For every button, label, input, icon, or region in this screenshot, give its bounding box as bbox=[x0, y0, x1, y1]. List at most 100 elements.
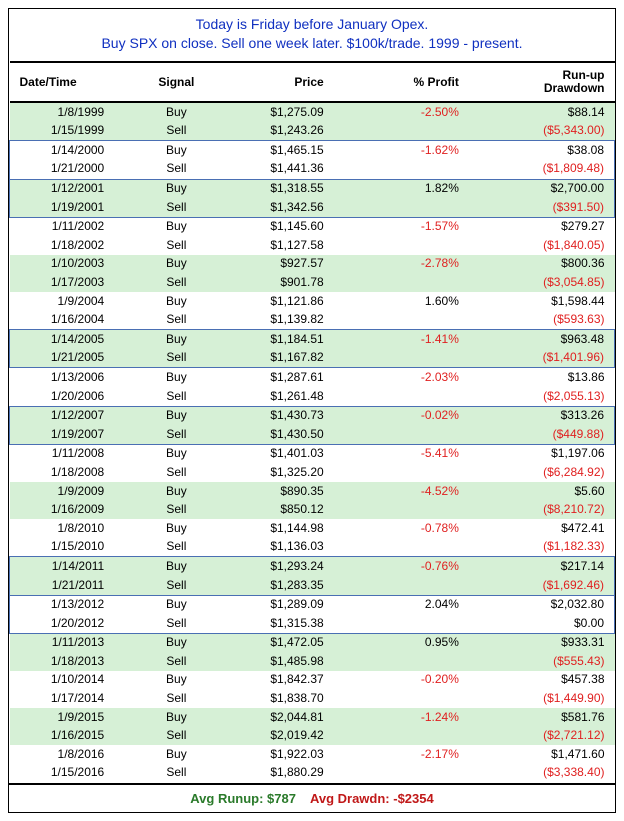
table-row: 1/11/2002Buy$1,145.60-1.57%$279.27 bbox=[10, 217, 615, 236]
cell-price: $850.12 bbox=[229, 501, 354, 520]
cell-run: $1,598.44 bbox=[479, 292, 615, 311]
cell-price: $1,401.03 bbox=[229, 444, 354, 463]
cell-profit: -0.02% bbox=[354, 406, 479, 425]
cell-date: 1/14/2011 bbox=[10, 557, 125, 576]
cell-price: $1,287.61 bbox=[229, 368, 354, 387]
table-row: 1/14/2011Buy$1,293.24-0.76%$217.14 bbox=[10, 557, 615, 576]
cell-price: $1,318.55 bbox=[229, 179, 354, 198]
cell-run: ($2,055.13) bbox=[479, 387, 615, 406]
cell-profit bbox=[354, 236, 479, 255]
cell-price: $1,243.26 bbox=[229, 122, 354, 141]
table-row: 1/19/2001Sell$1,342.56($391.50) bbox=[10, 198, 615, 217]
cell-run: ($5,343.00) bbox=[479, 122, 615, 141]
cell-price: $1,167.82 bbox=[229, 349, 354, 368]
cell-signal: Buy bbox=[124, 482, 228, 501]
cell-price: $1,121.86 bbox=[229, 292, 354, 311]
cell-run: $88.14 bbox=[479, 102, 615, 122]
table-row: 1/16/2004Sell$1,139.82($593.63) bbox=[10, 311, 615, 330]
table-row: 1/20/2012Sell$1,315.38$0.00 bbox=[10, 614, 615, 633]
cell-run: $2,700.00 bbox=[479, 179, 615, 198]
table-row: 1/9/2004Buy$1,121.861.60%$1,598.44 bbox=[10, 292, 615, 311]
header-profit: % Profit bbox=[354, 62, 479, 102]
cell-price: $1,880.29 bbox=[229, 764, 354, 783]
table-row: 1/8/1999Buy$1,275.09-2.50%$88.14 bbox=[10, 102, 615, 122]
cell-date: 1/8/2010 bbox=[10, 519, 125, 538]
cell-signal: Buy bbox=[124, 102, 228, 122]
cell-date: 1/19/2001 bbox=[10, 198, 125, 217]
cell-date: 1/18/2013 bbox=[10, 652, 125, 671]
cell-signal: Buy bbox=[124, 633, 228, 652]
cell-profit: 1.82% bbox=[354, 179, 479, 198]
cell-date: 1/15/2010 bbox=[10, 538, 125, 557]
cell-date: 1/17/2003 bbox=[10, 274, 125, 293]
table-row: 1/11/2008Buy$1,401.03-5.41%$1,197.06 bbox=[10, 444, 615, 463]
cell-run: ($391.50) bbox=[479, 198, 615, 217]
cell-run: ($1,809.48) bbox=[479, 160, 615, 179]
cell-profit bbox=[354, 463, 479, 482]
cell-run: $38.08 bbox=[479, 141, 615, 160]
table-body: 1/8/1999Buy$1,275.09-2.50%$88.141/15/199… bbox=[10, 102, 615, 782]
cell-price: $1,136.03 bbox=[229, 538, 354, 557]
cell-date: 1/21/2005 bbox=[10, 349, 125, 368]
cell-profit: -4.52% bbox=[354, 482, 479, 501]
cell-signal: Sell bbox=[124, 311, 228, 330]
cell-run: ($1,449.90) bbox=[479, 690, 615, 709]
cell-signal: Sell bbox=[124, 576, 228, 595]
cell-profit: -1.62% bbox=[354, 141, 479, 160]
avg-runup-value: $787 bbox=[267, 791, 296, 806]
cell-profit bbox=[354, 764, 479, 783]
cell-signal: Sell bbox=[124, 274, 228, 293]
table-row: 1/13/2012Buy$1,289.092.04%$2,032.80 bbox=[10, 595, 615, 614]
table-row: 1/20/2006Sell$1,261.48($2,055.13) bbox=[10, 387, 615, 406]
cell-run: $800.36 bbox=[479, 255, 615, 274]
cell-profit: -5.41% bbox=[354, 444, 479, 463]
cell-run: $933.31 bbox=[479, 633, 615, 652]
cell-run: ($8,210.72) bbox=[479, 501, 615, 520]
cell-profit bbox=[354, 614, 479, 633]
avg-drawdn-label: Avg Drawdn: bbox=[310, 791, 393, 806]
cell-signal: Buy bbox=[124, 745, 228, 764]
table-row: 1/14/2005Buy$1,184.51-1.41%$963.48 bbox=[10, 330, 615, 349]
header-signal: Signal bbox=[124, 62, 228, 102]
cell-run: ($1,401.96) bbox=[479, 349, 615, 368]
cell-signal: Buy bbox=[124, 179, 228, 198]
cell-signal: Buy bbox=[124, 368, 228, 387]
cell-profit bbox=[354, 349, 479, 368]
cell-run: $5.60 bbox=[479, 482, 615, 501]
title-line-1: Today is Friday before January Opex. bbox=[9, 15, 615, 34]
header-price: Price bbox=[229, 62, 354, 102]
cell-run: $313.26 bbox=[479, 406, 615, 425]
cell-run: $457.38 bbox=[479, 671, 615, 690]
cell-run: ($1,840.05) bbox=[479, 236, 615, 255]
cell-price: $1,315.38 bbox=[229, 614, 354, 633]
cell-signal: Sell bbox=[124, 349, 228, 368]
cell-profit bbox=[354, 501, 479, 520]
table-row: 1/17/2014Sell$1,838.70($1,449.90) bbox=[10, 690, 615, 709]
cell-date: 1/20/2006 bbox=[10, 387, 125, 406]
header-run: Run-upDrawdown bbox=[479, 62, 615, 102]
cell-run: $2,032.80 bbox=[479, 595, 615, 614]
report-title: Today is Friday before January Opex. Buy… bbox=[9, 9, 615, 61]
cell-price: $2,019.42 bbox=[229, 727, 354, 746]
cell-signal: Buy bbox=[124, 292, 228, 311]
cell-date: 1/11/2013 bbox=[10, 633, 125, 652]
cell-profit bbox=[354, 652, 479, 671]
cell-date: 1/15/1999 bbox=[10, 122, 125, 141]
cell-profit: -2.17% bbox=[354, 745, 479, 764]
table-row: 1/15/2010Sell$1,136.03($1,182.33) bbox=[10, 538, 615, 557]
cell-price: $1,145.60 bbox=[229, 217, 354, 236]
cell-date: 1/12/2007 bbox=[10, 406, 125, 425]
table-row: 1/13/2006Buy$1,287.61-2.03%$13.86 bbox=[10, 368, 615, 387]
table-row: 1/15/2016Sell$1,880.29($3,338.40) bbox=[10, 764, 615, 783]
data-table: Date/Time Signal Price % Profit Run-upDr… bbox=[9, 61, 615, 783]
table-row: 1/21/2000Sell$1,441.36($1,809.48) bbox=[10, 160, 615, 179]
cell-date: 1/9/2004 bbox=[10, 292, 125, 311]
table-row: 1/12/2007Buy$1,430.73-0.02%$313.26 bbox=[10, 406, 615, 425]
cell-signal: Sell bbox=[124, 614, 228, 633]
cell-signal: Buy bbox=[124, 595, 228, 614]
cell-run: $963.48 bbox=[479, 330, 615, 349]
cell-run: ($449.88) bbox=[479, 425, 615, 444]
cell-run: $1,471.60 bbox=[479, 745, 615, 764]
cell-price: $1,144.98 bbox=[229, 519, 354, 538]
table-row: 1/12/2001Buy$1,318.551.82%$2,700.00 bbox=[10, 179, 615, 198]
